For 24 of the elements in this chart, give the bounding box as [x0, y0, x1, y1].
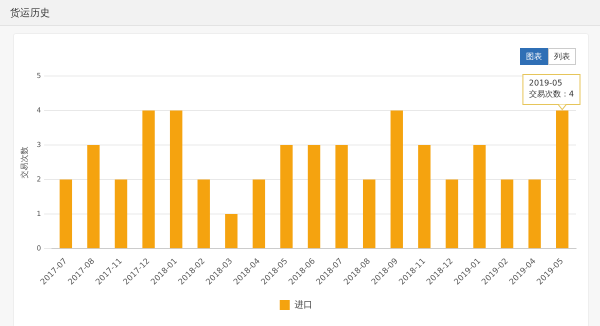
bar: [473, 145, 486, 248]
y-axis-title: 交易次数: [20, 146, 29, 178]
bar: [60, 180, 72, 248]
legend-label: 进口: [294, 299, 312, 310]
bar: [198, 180, 210, 248]
bar: [114, 180, 128, 248]
bar: [335, 145, 348, 248]
bar: [252, 180, 266, 248]
bar: [528, 180, 541, 248]
bar: [446, 180, 458, 248]
annotation: 2019-05 交易次数：4: [528, 78, 574, 99]
chart-title: 货运历史: [10, 6, 50, 20]
bar: [418, 145, 431, 248]
bar: [225, 214, 238, 248]
bar: [142, 110, 155, 248]
bar: [87, 145, 100, 248]
text: 图表: [520, 48, 548, 65]
bar: [308, 145, 320, 248]
bar: [362, 180, 376, 248]
bar: [390, 110, 403, 248]
bar: [500, 180, 514, 248]
text: 列表: [548, 48, 576, 65]
bar: [170, 110, 182, 248]
bar: [280, 145, 293, 248]
